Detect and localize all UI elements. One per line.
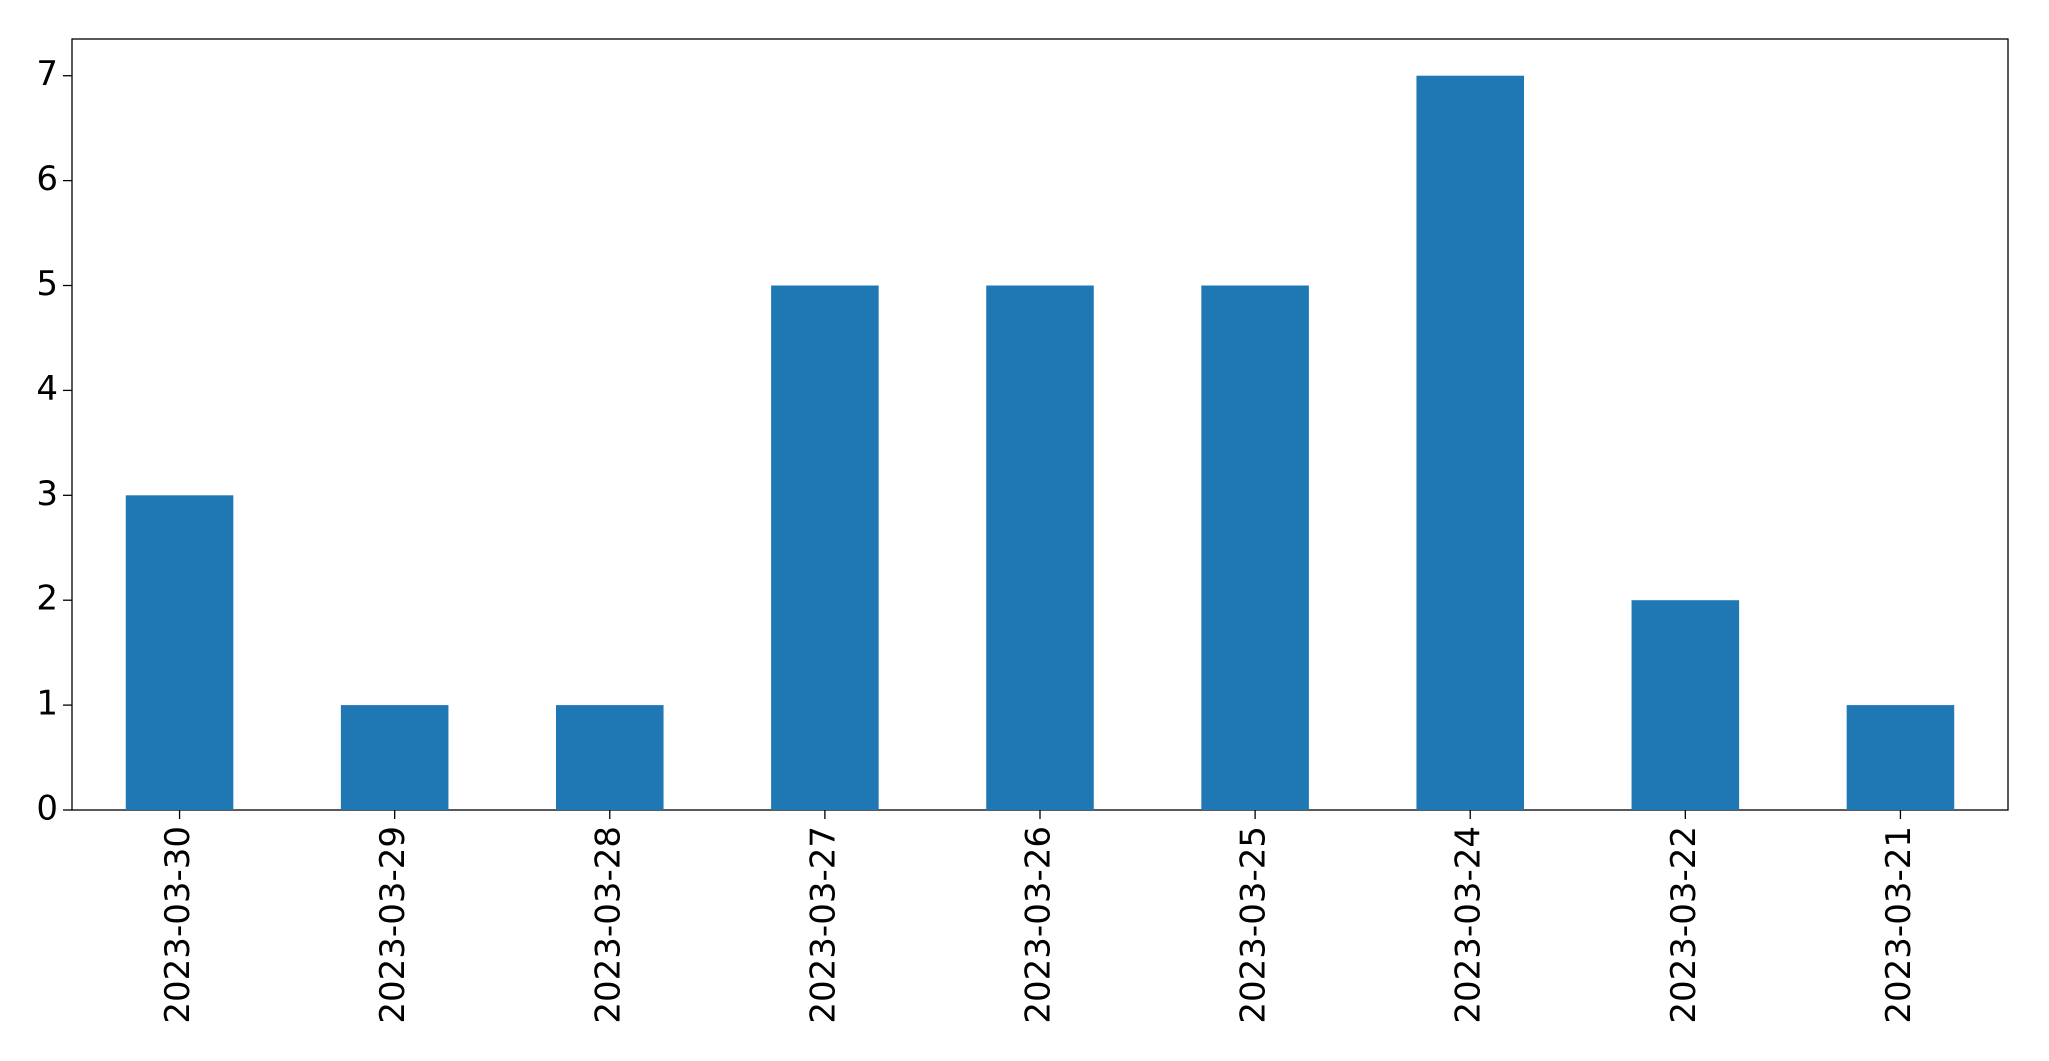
y-tick-label: 7: [36, 54, 58, 94]
bar: [340, 705, 449, 810]
x-tick-label: 2023-03-27: [803, 826, 843, 1024]
x-tick-label: 2023-03-30: [158, 826, 198, 1024]
x-tick-label: 2023-03-21: [1879, 826, 1919, 1024]
y-tick-label: 2: [36, 579, 58, 619]
bar: [1416, 75, 1524, 810]
bar: [125, 495, 234, 810]
x-tick-label: 2023-03-25: [1234, 826, 1274, 1024]
x-tick-label: 2023-03-22: [1664, 826, 1704, 1024]
x-tick-label: 2023-03-26: [1019, 826, 1059, 1024]
bar: [1201, 285, 1309, 810]
y-tick-label: 4: [36, 369, 58, 409]
x-tick-label: 2023-03-24: [1449, 826, 1489, 1024]
y-tick-label: 5: [36, 264, 58, 304]
y-tick-label: 0: [36, 789, 58, 829]
bar: [1846, 705, 1955, 810]
y-tick-label: 3: [36, 474, 58, 514]
bar: [986, 285, 1094, 810]
bar: [771, 285, 879, 810]
y-tick-label: 6: [36, 159, 58, 199]
bar: [1631, 600, 1740, 810]
x-tick-label: 2023-03-29: [373, 826, 413, 1024]
bar: [556, 705, 664, 810]
x-tick-label: 2023-03-28: [588, 826, 628, 1024]
y-tick-label: 1: [36, 684, 58, 724]
